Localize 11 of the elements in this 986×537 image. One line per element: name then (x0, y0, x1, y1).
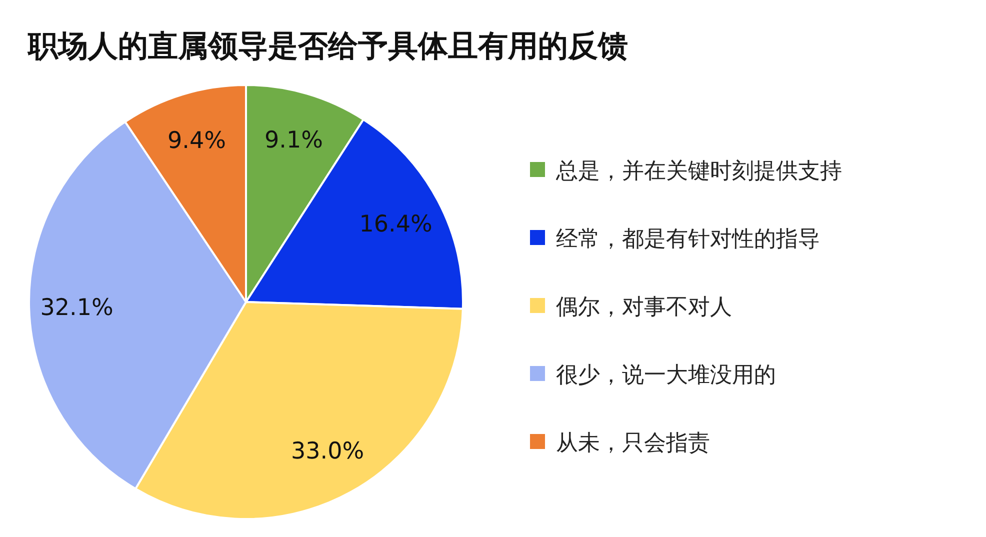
data-label: 9.4% (168, 128, 226, 154)
data-label: 33.0% (291, 438, 364, 464)
data-label: 32.1% (40, 294, 114, 321)
legend-label: 总是，并在关键时刻提供支持 (555, 159, 842, 184)
legend-label: 偶尔，对事不对人 (556, 295, 732, 320)
legend-label: 从未，只会指责 (556, 431, 710, 456)
legend-label: 经常，都是有针对性的指导 (556, 227, 820, 252)
chart-title: 职场人的直属领导是否给予具体且有用的反馈 (27, 29, 628, 64)
data-label: 9.1% (264, 128, 323, 154)
data-label: 16.4% (359, 211, 432, 238)
legend-label: 很少，说一大堆没用的 (556, 363, 776, 388)
